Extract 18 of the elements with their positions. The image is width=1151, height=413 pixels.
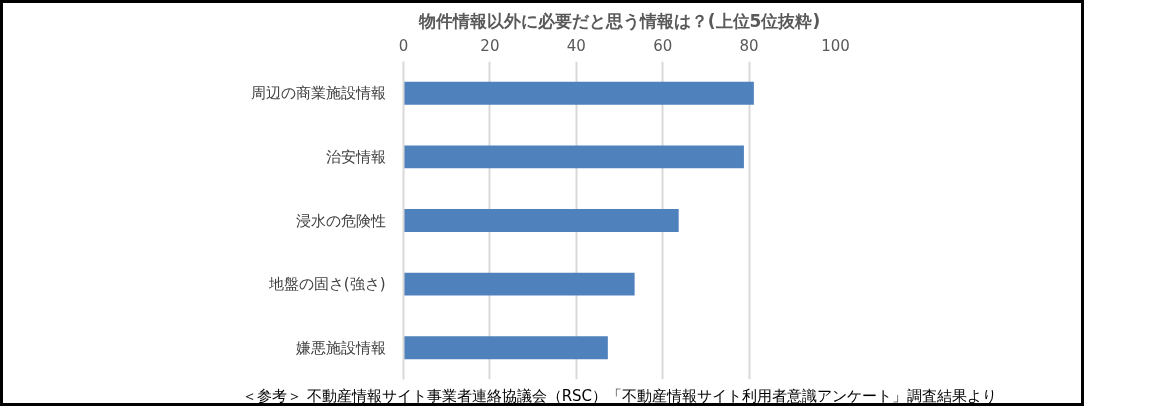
x-tick-label: 100 (821, 36, 850, 55)
x-tick-label: 60 (653, 36, 673, 55)
y-tick-label: 嫌悪施設情報 (295, 338, 386, 357)
y-tick-label: 地盤の固さ(強さ) (267, 275, 386, 294)
x-tick-label: 80 (739, 36, 759, 55)
y-tick-label: 治安情報 (325, 147, 386, 166)
bar (403, 336, 608, 360)
y-tick-label: 周辺の商業施設情報 (250, 84, 386, 103)
chart-title: 物件情報以外に必要だと思う情報は？(上位5位抜粋) (417, 10, 821, 31)
bar (403, 272, 635, 296)
bar (403, 209, 679, 232)
text: ＜参考＞ 不動産情報サイト事業者連絡協議会（RSC）「不動産情報サイト利用者意識アンケート」調査結果より (241, 386, 998, 405)
y-tick-label: 浸水の危険性 (295, 211, 386, 230)
bar (403, 145, 744, 169)
bar (403, 81, 754, 105)
x-tick-label: 20 (480, 36, 500, 55)
x-tick-label: 0 (398, 36, 409, 55)
x-tick-label: 40 (566, 36, 586, 55)
